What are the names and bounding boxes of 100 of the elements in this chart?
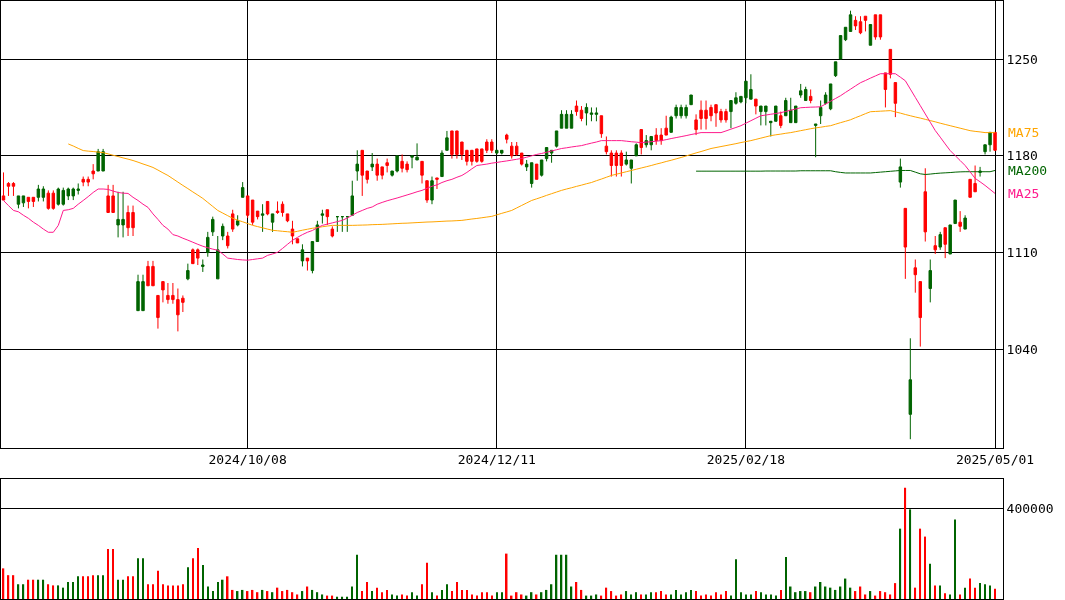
bar (212, 591, 214, 599)
bar (22, 584, 25, 599)
bar (202, 564, 204, 599)
candlestick (574, 100, 579, 117)
bar (97, 575, 99, 599)
y-tick-label: 400000 (1006, 500, 1054, 516)
candlestick (206, 231, 210, 258)
candlestick (235, 214, 240, 227)
candlestick (938, 231, 942, 251)
candlestick (26, 196, 31, 209)
candlestick (250, 199, 255, 226)
bar (889, 594, 892, 599)
bar (301, 591, 304, 599)
bar (421, 584, 423, 599)
bar (929, 563, 931, 599)
bar (630, 594, 633, 599)
bar (715, 592, 717, 599)
bar (456, 581, 458, 599)
bar (127, 576, 129, 599)
bar (785, 557, 787, 599)
bar (147, 584, 149, 599)
candlestick (928, 259, 932, 303)
bar (665, 594, 667, 599)
candlestick (599, 115, 604, 139)
bar (640, 594, 643, 599)
bar (770, 594, 772, 599)
candlestick (923, 167, 927, 243)
bar (381, 592, 383, 599)
bar (371, 591, 373, 599)
bar (914, 587, 917, 599)
bar (197, 547, 199, 599)
bar (92, 575, 94, 599)
bar (979, 583, 981, 599)
bar (894, 583, 897, 599)
bar (670, 594, 672, 599)
candlestick (335, 216, 340, 233)
bar (67, 581, 70, 599)
bar (7, 575, 10, 599)
candlestick (873, 14, 878, 41)
bar (182, 584, 184, 599)
bar (501, 592, 503, 599)
candlestick (534, 163, 539, 180)
bar (680, 594, 682, 599)
bar (690, 589, 692, 599)
candlestick (903, 207, 908, 280)
candlestick (918, 281, 923, 348)
bar (909, 509, 912, 599)
bar (167, 585, 169, 599)
x-tick-label: 2024/12/11 (457, 452, 536, 468)
candlestick (270, 213, 275, 233)
bar (486, 592, 488, 599)
bar (311, 589, 314, 599)
bar (157, 570, 159, 599)
bar (939, 585, 941, 599)
candlestick (330, 225, 335, 238)
bar (451, 591, 453, 599)
bar (286, 589, 289, 599)
bar (137, 558, 139, 599)
bar (944, 593, 946, 599)
candlestick (435, 177, 439, 190)
bar (964, 587, 966, 599)
bar (17, 584, 20, 599)
candlestick (963, 214, 967, 230)
bar (411, 592, 413, 599)
candlestick (16, 195, 21, 209)
candlestick (46, 189, 51, 211)
candlestick (908, 337, 913, 440)
bar (401, 594, 403, 599)
bar (192, 558, 194, 599)
bar (366, 581, 368, 599)
candlestick (385, 158, 389, 173)
bar (994, 588, 996, 599)
bar (481, 592, 483, 599)
bar (321, 594, 324, 599)
candlestick (275, 200, 280, 215)
bar (47, 584, 50, 599)
bar (107, 549, 109, 599)
bar (112, 549, 114, 599)
series-label: MA200 (1008, 163, 1048, 178)
candlestick (754, 98, 758, 115)
bar (535, 594, 538, 599)
candlestick (345, 216, 350, 233)
candlestick (579, 105, 584, 122)
candlestick (529, 162, 534, 189)
bar (685, 592, 687, 599)
bar (32, 579, 35, 599)
candlestick (300, 243, 305, 267)
bar (650, 592, 652, 599)
bar (316, 592, 319, 599)
bar (177, 585, 179, 599)
bar (291, 592, 294, 599)
candlestick (589, 106, 594, 122)
bar (461, 589, 463, 599)
candlestick (11, 182, 16, 197)
candlestick (36, 184, 41, 202)
candlestick (913, 259, 918, 294)
bar (620, 594, 623, 599)
x-tick-label: 2024/10/08 (208, 452, 287, 468)
candlestick (883, 72, 888, 108)
bar (984, 584, 986, 599)
